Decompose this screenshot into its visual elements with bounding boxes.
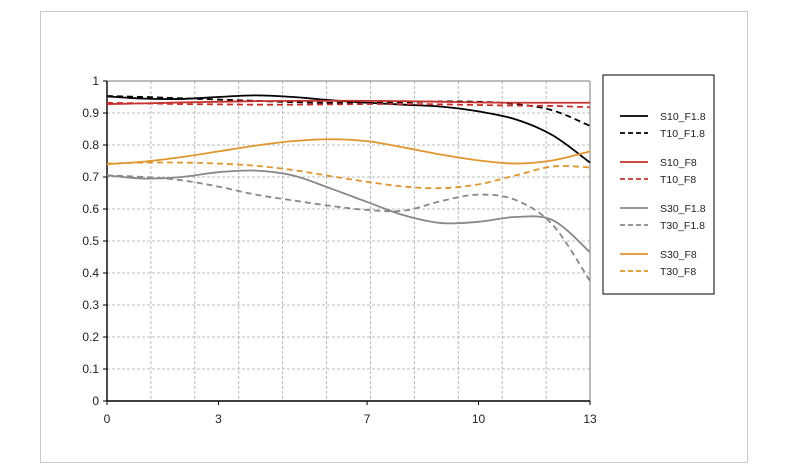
series-line-s30-f8 — [106, 138, 591, 166]
legend-label: S10_F8 — [660, 157, 697, 169]
legend-label: T30_F8 — [660, 266, 696, 278]
grid-lines — [107, 80, 590, 401]
tick-labels: 00.10.20.30.40.50.60.70.80.910 3 7 10 13 — [82, 74, 597, 426]
y-tick-label: 0.2 — [82, 330, 99, 344]
chart-frame: 0 0.1 0.2 0.3 0.4 0.5 0.6 0.7 0.8 0.9 1 0 3 7 10 13 S10… — [40, 11, 748, 463]
legend: S10_F1.8 T10_F1.8 S10_F8 T10_F8 S30_F1.8 T30_… — [602, 74, 715, 295]
x-tick-label: 7 — [364, 412, 371, 426]
series-line-t10-f1-8 — [106, 95, 591, 127]
x-tick-label: 10 — [472, 412, 486, 426]
y-tick-label: 0.4 — [82, 266, 99, 280]
series-line-t30-f8 — [106, 161, 591, 190]
y-tick-label: 0.3 — [82, 298, 99, 312]
legend-label: S30_F1.8 — [660, 203, 706, 215]
legend-label: S30_F8 — [660, 249, 697, 261]
series-line-s30-f1-8 — [106, 169, 591, 253]
y-tick-label: 0.1 — [82, 362, 99, 376]
series-line-s10-f8 — [106, 99, 590, 105]
legend-label: T30_F1.8 — [660, 220, 705, 232]
legend-label: T10_F1.8 — [660, 128, 705, 140]
series-line-t30-f1-8 — [106, 174, 591, 282]
y-tick-label: 0.6 — [82, 202, 99, 216]
y-tick-label: 0.8 — [82, 138, 99, 152]
x-tick-label: 13 — [583, 412, 597, 426]
legend-label: S10_F1.8 — [660, 111, 706, 123]
y-tick-label: 0.9 — [82, 106, 99, 120]
y-tick-label: 1 — [92, 74, 99, 88]
y-tick-label: 0.5 — [82, 234, 99, 248]
plot-series — [106, 94, 591, 282]
x-tick-label: 3 — [215, 412, 222, 426]
y-tick-label: 0 — [92, 394, 99, 408]
y-tick-label: 0.7 — [82, 170, 99, 184]
x-tick-label: 0 — [104, 412, 111, 426]
series-line-t10-f8 — [106, 101, 591, 109]
legend-label: T10_F8 — [660, 174, 696, 186]
legend-box — [602, 74, 715, 295]
line-chart: 00.10.20.30.40.50.60.70.80.910 3 7 10 13 S10… — [82, 74, 715, 426]
axes — [103, 80, 591, 405]
